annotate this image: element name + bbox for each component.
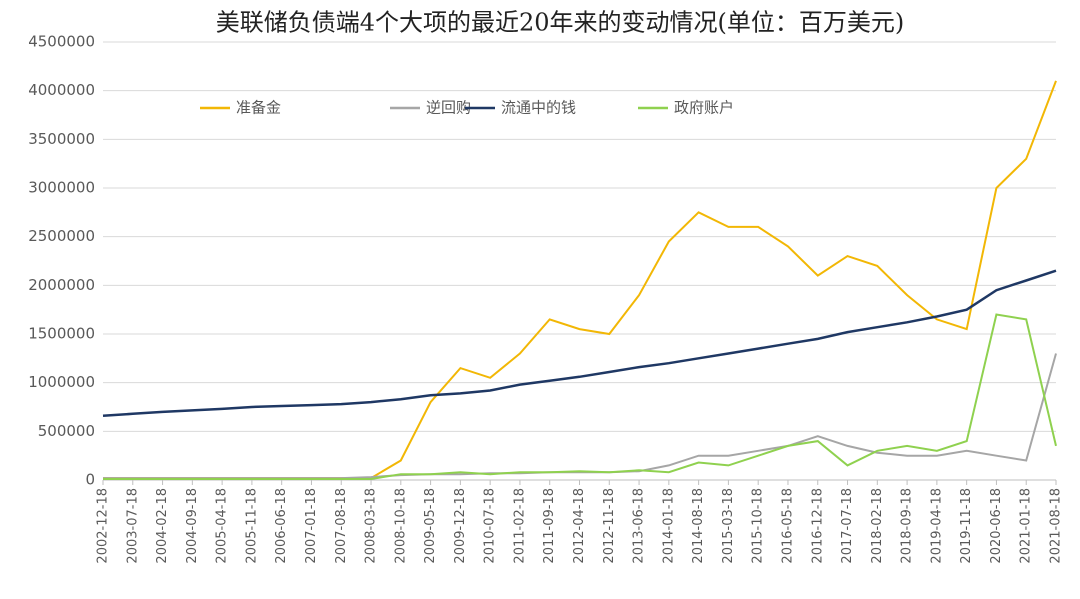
series-line [102, 269, 1057, 418]
legend-label: 流通中的钱 [501, 99, 576, 117]
x-tick-label: 2005-04-18 [215, 488, 230, 564]
x-tick-label: 2020-06-18 [989, 488, 1004, 564]
y-tick-label: 2500000 [28, 227, 95, 245]
x-tick-label: 2009-05-18 [423, 488, 438, 564]
y-tick-label: 1000000 [28, 373, 95, 391]
x-tick-label: 2018-09-18 [900, 488, 915, 564]
x-tick-label: 2004-09-18 [185, 488, 200, 564]
x-tick-label: 2008-03-18 [364, 488, 379, 564]
x-tick-label: 2021-01-18 [1019, 488, 1034, 564]
chart-title: 美联储负债端4个大项的最近20年来的变动情况(单位：百万美元) [216, 9, 905, 37]
x-tick-label: 2003-07-18 [125, 488, 140, 564]
x-tick-label: 2014-01-18 [661, 488, 676, 564]
series-line [103, 80, 1057, 480]
x-tick-label: 2019-04-18 [929, 488, 944, 564]
x-tick-label: 2007-08-18 [334, 488, 349, 564]
y-tick-label: 4500000 [28, 33, 95, 51]
x-tick-label: 2009-12-18 [453, 488, 468, 564]
x-tick-label: 2008-10-18 [393, 488, 408, 564]
x-tick-label: 2013-06-18 [632, 488, 647, 564]
x-tick-label: 2007-01-18 [304, 488, 319, 564]
x-tick-label: 2019-11-18 [959, 488, 974, 564]
y-tick-label: 500000 [38, 422, 95, 440]
series-line [103, 353, 1057, 480]
x-tick-label: 2010-07-18 [483, 488, 498, 564]
x-tick-label: 2006-06-18 [274, 488, 289, 564]
y-tick-label: 4000000 [28, 81, 95, 99]
x-tick-label: 2011-02-18 [512, 488, 527, 564]
x-tick-label: 2014-08-18 [691, 488, 706, 564]
legend-label: 逆回购 [426, 99, 471, 117]
y-tick-label: 1500000 [28, 325, 95, 343]
x-tick-label: 2021-08-18 [1049, 488, 1064, 564]
x-tick-label: 2002-12-18 [96, 488, 111, 564]
y-tick-label: 3000000 [28, 179, 95, 197]
legend-label: 准备金 [236, 99, 281, 117]
x-tick-label: 2012-11-18 [602, 488, 617, 564]
x-tick-label: 2016-12-18 [810, 488, 825, 564]
x-tick-label: 2015-03-18 [721, 488, 736, 564]
x-tick-label: 2017-07-18 [840, 488, 855, 564]
x-tick-label: 2011-09-18 [542, 488, 557, 564]
x-tick-label: 2012-04-18 [572, 488, 587, 564]
y-tick-label: 2000000 [28, 276, 95, 294]
legend-label: 政府账户 [674, 99, 734, 117]
x-tick-label: 2018-02-18 [870, 488, 885, 564]
x-tick-label: 2016-05-18 [780, 488, 795, 564]
y-tick-label: 3500000 [28, 130, 95, 148]
x-tick-label: 2004-02-18 [155, 488, 170, 564]
x-tick-label: 2005-11-18 [244, 488, 259, 564]
series-line [103, 313, 1057, 480]
y-tick-label: 0 [85, 471, 95, 489]
x-tick-label: 2015-10-18 [751, 488, 766, 564]
